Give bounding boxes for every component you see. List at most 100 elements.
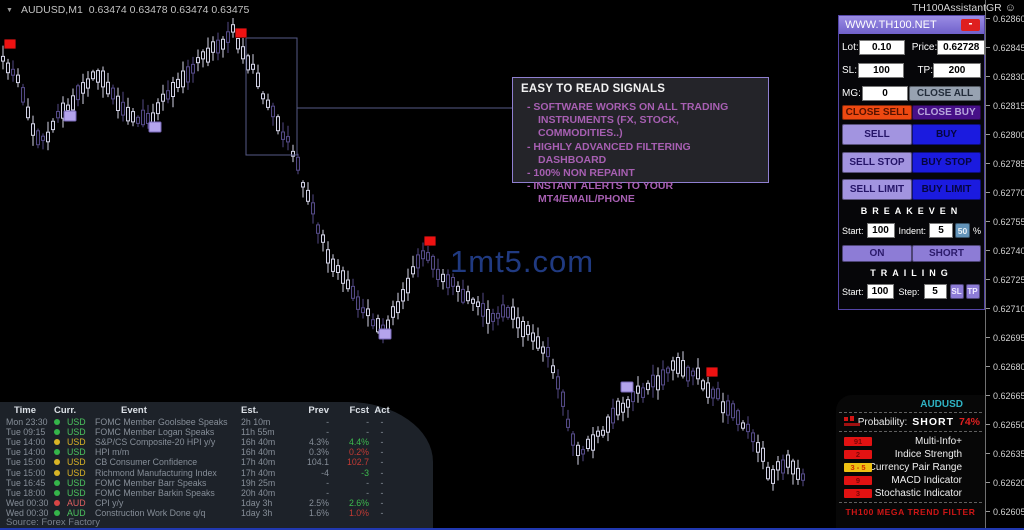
indicator-row: 2 Indice Strength bbox=[836, 448, 985, 461]
buy-stop-button[interactable]: BUY STOP bbox=[912, 152, 981, 173]
trailing-row: Start: Step: SL TP bbox=[842, 284, 981, 299]
sell-button[interactable]: SELL bbox=[842, 124, 912, 145]
candle-body bbox=[596, 430, 600, 437]
event-forecast: - bbox=[366, 487, 369, 498]
event-forecast: 2.6% bbox=[348, 497, 369, 508]
event-forecast: 1.0% bbox=[348, 507, 369, 518]
probability-direction: SHORT bbox=[912, 416, 954, 428]
close-sell-button[interactable]: CLOSE SELL bbox=[842, 105, 912, 120]
candle-body bbox=[11, 68, 15, 76]
candle-body bbox=[461, 288, 465, 303]
event-name: FOMC Member Barr Speaks bbox=[95, 477, 207, 488]
close-buy-button[interactable]: CLOSE BUY bbox=[912, 105, 981, 120]
indicator-label: Currency Pair Range bbox=[868, 462, 962, 473]
event-actual: - bbox=[380, 457, 384, 468]
candle-body bbox=[656, 375, 660, 391]
price-input[interactable] bbox=[937, 40, 986, 55]
buy-limit-button[interactable]: BUY LIMIT bbox=[912, 179, 981, 200]
event-previous: - bbox=[326, 477, 329, 488]
candle-body bbox=[666, 367, 670, 374]
mg-row: MG: CLOSE ALL bbox=[842, 86, 981, 101]
candle-body bbox=[581, 449, 585, 455]
candle-body bbox=[116, 95, 120, 111]
candle-body bbox=[41, 135, 45, 141]
indicator-rows: 91 Multi-Info+ 2 Indice Strength 3 - 5 Curren… bbox=[836, 433, 985, 501]
symbol-dropdown-icon[interactable]: ▼ bbox=[6, 6, 13, 14]
trade-panel-header[interactable]: WWW.TH100.NET bbox=[839, 16, 984, 34]
assistant-titlebar: TH100AssistantGR ☺ bbox=[912, 2, 1016, 14]
candle-body bbox=[751, 432, 755, 443]
candle-body bbox=[436, 268, 440, 280]
axis-tick bbox=[986, 279, 990, 280]
price-axis-label: 0.62845 bbox=[986, 43, 1024, 53]
candle-body bbox=[546, 347, 550, 358]
breakeven-on-button[interactable]: ON bbox=[842, 245, 912, 262]
candle-body bbox=[501, 304, 505, 318]
candle-body bbox=[591, 434, 595, 451]
event-forecast: 4.4% bbox=[348, 437, 369, 448]
calendar-header-cell: Est. bbox=[241, 405, 259, 416]
trailing-sl-button[interactable]: SL bbox=[949, 284, 964, 299]
tp-input[interactable] bbox=[933, 63, 981, 78]
event-actual: - bbox=[380, 507, 384, 518]
be-start-input[interactable] bbox=[866, 223, 895, 238]
candle-body bbox=[736, 410, 740, 425]
event-currency: USD bbox=[67, 487, 86, 498]
candle-body bbox=[446, 274, 450, 289]
price-axis[interactable]: 0.62860 0.62845 0.62830 0.62815 0.62800 0.627… bbox=[986, 0, 1024, 530]
buy-button[interactable]: BUY bbox=[912, 124, 981, 145]
candle-body bbox=[166, 90, 170, 100]
sell-stop-button[interactable]: SELL STOP bbox=[842, 152, 912, 173]
tr-step-input[interactable] bbox=[923, 284, 947, 299]
info-box-bullet: - 100% NON REPAINT bbox=[527, 167, 635, 180]
calendar-source: Source: Forex Factory bbox=[6, 517, 100, 528]
sell-limit-button[interactable]: SELL LIMIT bbox=[842, 179, 912, 200]
close-all-button[interactable]: CLOSE ALL bbox=[909, 86, 981, 101]
breakeven-short-button[interactable]: SHORT bbox=[912, 245, 981, 262]
candle-body bbox=[406, 277, 410, 294]
be-fifty-button[interactable]: 50 bbox=[955, 223, 970, 238]
candle-body bbox=[66, 104, 70, 111]
candle-body bbox=[81, 82, 85, 94]
candle-body bbox=[586, 438, 590, 449]
tr-start-input[interactable] bbox=[866, 284, 894, 299]
candle-body bbox=[526, 325, 530, 335]
sl-tp-row: SL: TP: bbox=[842, 63, 981, 78]
candle-body bbox=[231, 24, 235, 33]
minimize-icon[interactable]: - bbox=[961, 17, 980, 31]
info-box-bullet: - HIGHLY ADVANCED FILTERING DASHBOARD bbox=[527, 140, 691, 166]
event-forecast: - bbox=[366, 477, 369, 488]
candle-body bbox=[71, 95, 75, 111]
event-actual: - bbox=[380, 417, 384, 428]
event-forecast: -3 bbox=[361, 467, 369, 478]
candle-body bbox=[361, 307, 365, 314]
lot-input[interactable] bbox=[858, 40, 905, 55]
candle-body bbox=[511, 306, 515, 320]
assistant-icon[interactable]: ☺ bbox=[1004, 2, 1016, 14]
axis-tick bbox=[986, 453, 990, 454]
candle-body bbox=[396, 301, 400, 314]
indicator-label: MACD Indicator bbox=[891, 475, 962, 486]
indicator-row: 9 MACD Indicator bbox=[836, 474, 985, 487]
candle-body bbox=[76, 85, 80, 101]
candle-body bbox=[336, 265, 340, 274]
calendar-row: Mon 23:30 USD FOMC Member Goolsbee Speaks 2… bbox=[0, 417, 433, 427]
candle-body bbox=[711, 388, 715, 399]
candle-body bbox=[161, 93, 165, 102]
event-time: Mon 23:30 bbox=[6, 417, 48, 428]
stop-row: SELL STOP BUY STOP bbox=[842, 152, 981, 173]
trailing-tp-button[interactable]: TP bbox=[965, 284, 980, 299]
calendar-row: Tue 15:00 USD Richmond Manufacturing Index… bbox=[0, 467, 433, 478]
axis-tick bbox=[986, 395, 990, 396]
calendar-header-cell: Time bbox=[14, 405, 37, 416]
candle-body bbox=[601, 429, 605, 436]
be-indent-input[interactable] bbox=[929, 223, 954, 238]
candle-body bbox=[246, 55, 250, 71]
sl-input[interactable] bbox=[858, 63, 905, 78]
signals-info-box: EASY TO READ SIGNALS - SOFTWARE WORKS ON… bbox=[512, 77, 769, 205]
mg-input[interactable] bbox=[862, 86, 908, 101]
axis-tick bbox=[986, 163, 990, 164]
mg-label: MG: bbox=[842, 88, 861, 99]
